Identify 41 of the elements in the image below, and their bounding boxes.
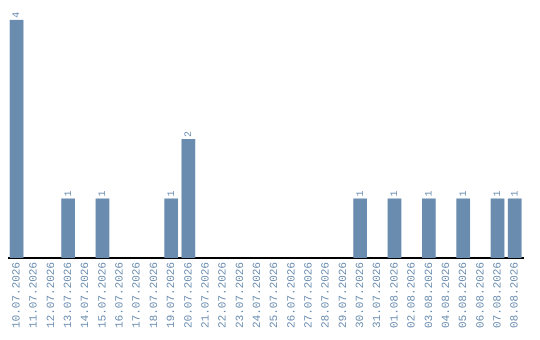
x-tick-label: 30.07.2026: [355, 262, 368, 328]
data-label: 4: [12, 12, 24, 18]
data-label: 1: [356, 190, 367, 196]
data-label: 1: [390, 190, 402, 196]
x-tick-label: 16.07.2026: [114, 262, 127, 328]
x-tick-label: 29.07.2026: [338, 262, 350, 328]
data-label: 1: [424, 190, 436, 196]
x-tick-label: 20.07.2026: [183, 262, 196, 328]
data-label: 2: [184, 130, 196, 137]
x-tick-label: 06.08.2026: [475, 262, 488, 328]
x-tick-label: 08.08.2026: [510, 262, 522, 328]
x-tick-label: 04.08.2026: [440, 262, 453, 328]
x-tick-label: 26.07.2026: [286, 262, 298, 328]
x-tick-label: 05.08.2026: [458, 262, 470, 328]
x-tick-label: 01.08.2026: [389, 262, 402, 328]
x-tick-label: 21.07.2026: [200, 262, 212, 328]
x-tick-label: 07.08.2026: [492, 262, 504, 328]
data-label: 1: [458, 190, 470, 196]
x-tick-label: 11.07.2026: [28, 262, 41, 328]
x-tick-label: 22.07.2026: [218, 262, 230, 328]
x-tick-label: 13.07.2026: [63, 262, 76, 328]
x-tick-label: 02.08.2026: [406, 262, 419, 328]
x-tick-label: 10.07.2026: [11, 262, 24, 328]
x-tick-label: 28.07.2026: [320, 262, 333, 328]
data-label: 1: [166, 190, 178, 196]
x-tick-label: 14.07.2026: [80, 262, 92, 328]
x-tick-label: 31.07.2026: [372, 262, 384, 328]
x-tick-label: 18.07.2026: [148, 262, 161, 328]
data-label: 1: [493, 190, 504, 196]
data-label: 1: [510, 190, 522, 196]
x-tick-label: 25.07.2026: [269, 262, 282, 328]
x-tick-label: 23.07.2026: [234, 262, 247, 328]
x-tick-label: 17.07.2026: [132, 262, 144, 328]
x-tick-label: 24.07.2026: [252, 262, 264, 328]
x-tick-label: 03.08.2026: [424, 262, 436, 328]
x-tick-label: 27.07.2026: [304, 262, 316, 328]
x-tick-label: 15.07.2026: [97, 262, 110, 328]
data-label: 1: [98, 190, 110, 196]
data-label: 1: [64, 190, 75, 196]
x-tick-label: 12.07.2026: [46, 262, 58, 328]
x-tick-label: 19.07.2026: [166, 262, 178, 328]
